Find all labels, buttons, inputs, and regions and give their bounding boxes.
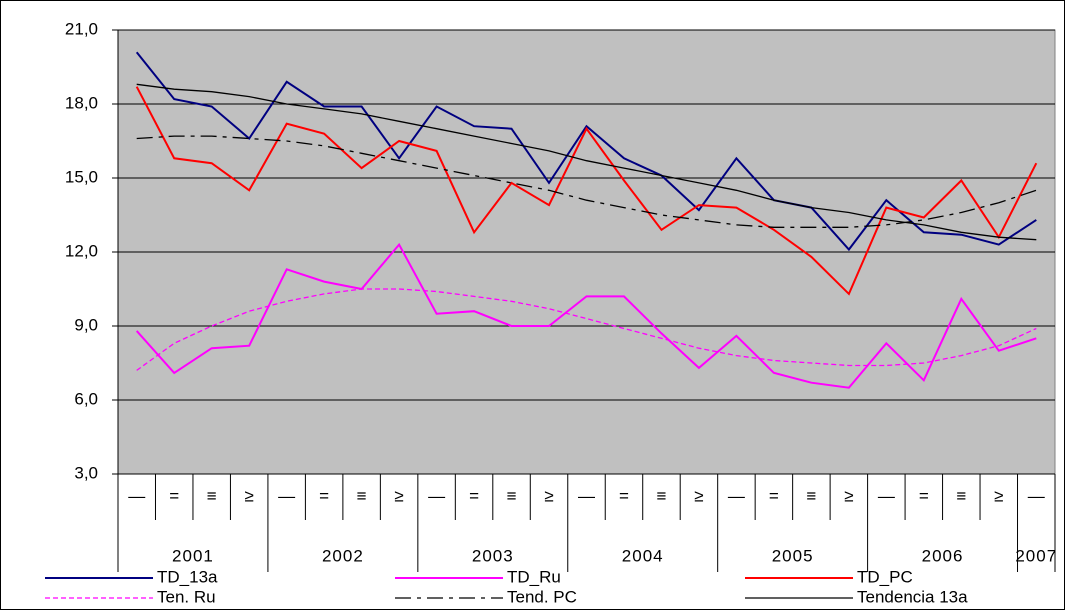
x-tick-label: = — [169, 486, 179, 505]
x-tick-label: — — [728, 486, 745, 505]
x-tick-label: ≥ — [694, 486, 703, 505]
x-tick-label: ≡ — [806, 486, 816, 505]
group-label: 2007 — [1015, 546, 1057, 565]
x-tick-label: — — [578, 486, 595, 505]
y-tick-label: 6,0 — [74, 389, 98, 408]
x-tick-label: ≥ — [394, 486, 403, 505]
y-tick-label: 15,0 — [65, 167, 98, 186]
x-tick-label: ≥ — [994, 486, 1003, 505]
group-label: 2001 — [172, 546, 214, 565]
x-tick-label: ≡ — [357, 486, 367, 505]
x-tick-label: — — [428, 486, 445, 505]
x-tick-label: — — [1028, 486, 1045, 505]
legend-label: Ten. Ru — [157, 587, 216, 606]
x-tick-label: ≥ — [844, 486, 853, 505]
x-tick-label: = — [619, 486, 629, 505]
x-tick-label: ≥ — [245, 486, 254, 505]
series-line — [135, 86, 1038, 296]
y-tick-label: 21,0 — [65, 19, 98, 38]
series-line — [135, 51, 1037, 252]
x-tick-label: ≥ — [544, 486, 553, 505]
x-tick-label: ≡ — [207, 486, 217, 505]
legend-label: TD_Ru — [507, 567, 561, 586]
x-tick-label: — — [128, 486, 145, 505]
group-label: 2006 — [922, 546, 964, 565]
x-tick-label: = — [319, 486, 329, 505]
x-tick-label: = — [919, 486, 929, 505]
x-tick-label: — — [878, 486, 895, 505]
group-label: 2003 — [472, 546, 514, 565]
legend-label: TD_PC — [857, 567, 913, 586]
group-label: 2004 — [622, 546, 664, 565]
x-tick-label: ≡ — [656, 486, 666, 505]
series-line — [136, 135, 1037, 228]
x-tick-label: ≡ — [507, 486, 517, 505]
x-tick-label: ≡ — [956, 486, 966, 505]
legend-label: TD_13a — [157, 567, 218, 586]
y-tick-label: 9,0 — [74, 315, 98, 334]
y-tick-label: 3,0 — [74, 463, 98, 482]
x-tick-label: = — [769, 486, 779, 505]
legend-label: Tendencia 13a — [857, 587, 968, 606]
series-line — [135, 242, 1037, 389]
series-line — [136, 83, 1037, 241]
x-tick-label: = — [469, 486, 479, 505]
group-label: 2005 — [772, 546, 814, 565]
y-tick-label: 12,0 — [65, 241, 98, 260]
x-tick-label: — — [278, 486, 295, 505]
y-tick-label: 18,0 — [65, 93, 98, 112]
legend-label: Tend. PC — [507, 587, 577, 606]
group-label: 2002 — [322, 546, 364, 565]
